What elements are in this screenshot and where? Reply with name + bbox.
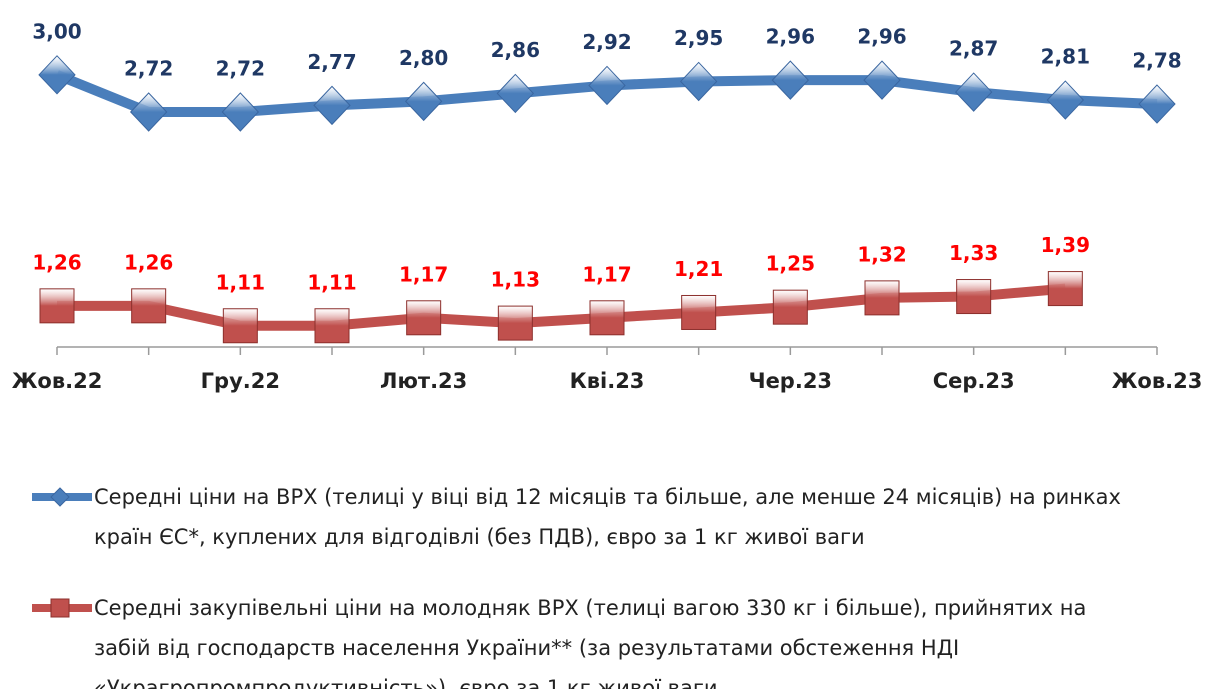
point bbox=[404, 81, 443, 122]
x-tick-label: Чер.23 bbox=[749, 369, 832, 393]
data-label: 2,72 bbox=[124, 57, 173, 81]
point bbox=[39, 288, 75, 324]
legend-swatch bbox=[32, 598, 92, 618]
data-label: 2,77 bbox=[307, 50, 356, 74]
x-tick-label: Гру.22 bbox=[201, 369, 280, 393]
x-tick-label: Квi.23 bbox=[570, 369, 645, 393]
point bbox=[496, 73, 535, 114]
point bbox=[314, 308, 350, 344]
point bbox=[406, 300, 442, 336]
data-label: 1,32 bbox=[857, 242, 906, 266]
x-tick-label: Лют.23 bbox=[380, 369, 467, 393]
point bbox=[956, 279, 992, 315]
point bbox=[679, 61, 718, 102]
point bbox=[221, 92, 260, 132]
data-label: 3,00 bbox=[32, 19, 81, 43]
data-label: 1,26 bbox=[124, 250, 173, 274]
data-label: 2,96 bbox=[857, 25, 906, 49]
data-label: 1,17 bbox=[582, 262, 631, 286]
legend-marker bbox=[50, 598, 70, 618]
data-label: 1,17 bbox=[399, 262, 448, 286]
legend-label: Середнi цiни на ВРХ (телицi у вiцi вiд 1… bbox=[94, 485, 1121, 549]
point bbox=[864, 280, 900, 316]
point bbox=[681, 294, 717, 330]
data-label: 2,81 bbox=[1041, 45, 1090, 69]
data-label: 2,92 bbox=[582, 30, 631, 54]
series-line bbox=[57, 283, 1066, 331]
legend-label: Середнi закупiвельнi цiни на молодняк ВР… bbox=[94, 596, 1087, 689]
data-label: 1,26 bbox=[32, 250, 81, 274]
data-label: 2,95 bbox=[674, 26, 723, 50]
x-tick-label: Жов.23 bbox=[1112, 369, 1203, 393]
x-tick-label: Жов.22 bbox=[12, 369, 103, 393]
legend-entry: Середнi цiни на ВРХ (телицi у вiцi вiд 1… bbox=[30, 477, 1130, 557]
data-label: 2,87 bbox=[949, 37, 998, 61]
point bbox=[222, 308, 258, 344]
data-label: 2,72 bbox=[216, 57, 265, 81]
data-label: 1,39 bbox=[1041, 233, 1090, 257]
point bbox=[589, 300, 625, 336]
data-label: 2,80 bbox=[399, 46, 448, 70]
point bbox=[1138, 84, 1176, 124]
data-label: 1,11 bbox=[216, 270, 265, 294]
point bbox=[1047, 271, 1083, 307]
point bbox=[771, 60, 810, 100]
point bbox=[131, 288, 167, 324]
data-label: 1,33 bbox=[949, 241, 998, 265]
point bbox=[497, 305, 533, 341]
point bbox=[38, 55, 76, 95]
point bbox=[954, 72, 993, 112]
data-label: 1,21 bbox=[674, 257, 723, 281]
x-tick-label: Сер.23 bbox=[933, 369, 1015, 393]
data-label: 1,25 bbox=[766, 252, 815, 276]
point bbox=[129, 92, 168, 132]
chart: Жов.22 Гру.22 Лют.23 Квi.23 Чер.23 Сер.23 Жов.… bbox=[12, 19, 1203, 393]
legend-swatch bbox=[32, 487, 92, 507]
data-label: 1,13 bbox=[491, 268, 540, 292]
data-label: 1,11 bbox=[307, 270, 356, 294]
point bbox=[1046, 80, 1085, 120]
point bbox=[772, 289, 808, 325]
point bbox=[863, 60, 901, 100]
data-label: 2,96 bbox=[766, 25, 815, 49]
data-label: 2,86 bbox=[491, 38, 540, 62]
legend-entry: Середнi закупiвельнi цiни на молодняк ВР… bbox=[30, 588, 1130, 689]
legend-marker bbox=[50, 487, 70, 507]
point bbox=[313, 85, 351, 126]
data-label: 2,78 bbox=[1132, 49, 1181, 73]
point bbox=[588, 65, 626, 106]
